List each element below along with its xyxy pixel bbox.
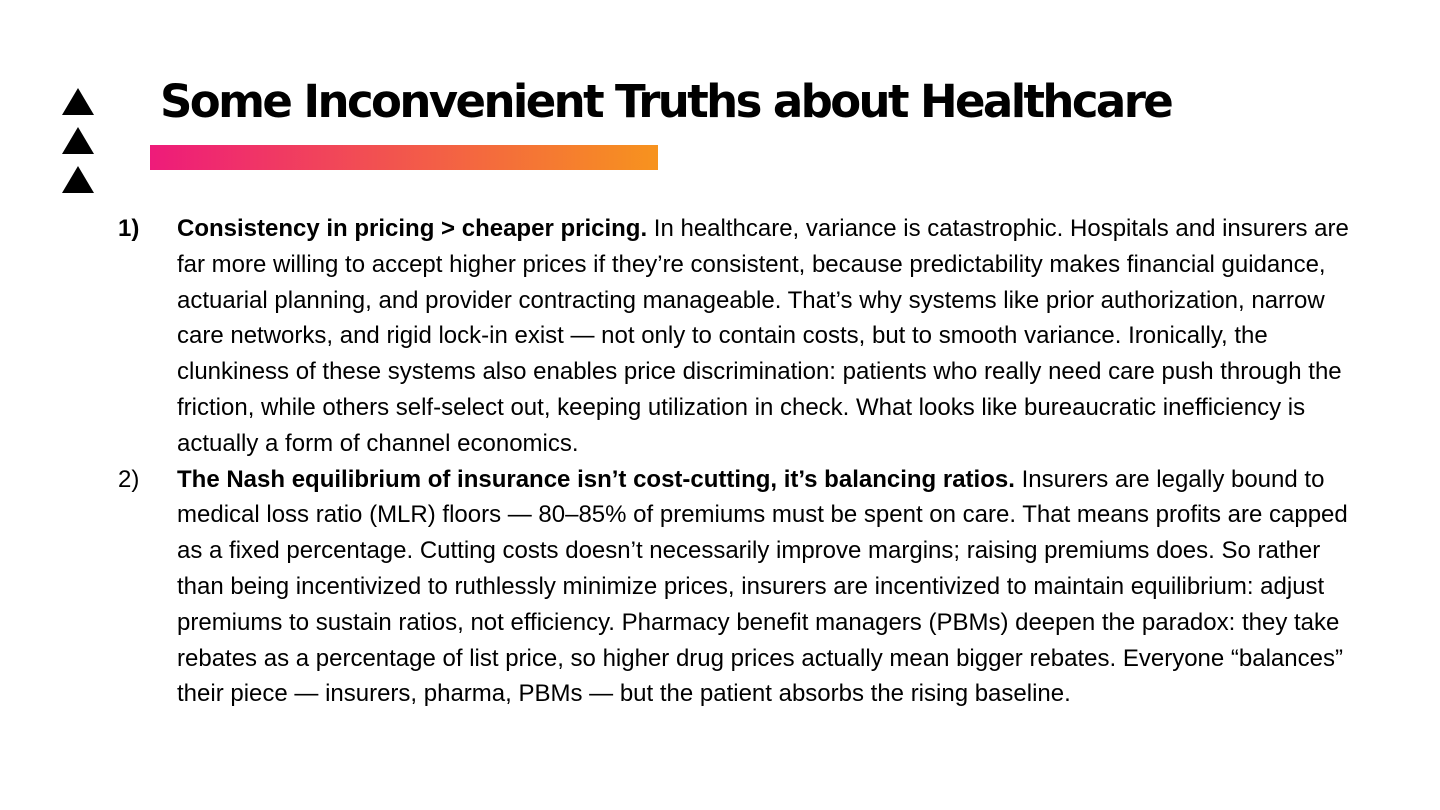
point-body: Consistency in pricing > cheaper pricing…	[177, 211, 1358, 462]
points-list: 1) Consistency in pricing > cheaper pric…	[118, 211, 1358, 712]
list-item: 2) The Nash equilibrium of insurance isn…	[118, 462, 1358, 713]
triangle-stack-decoration	[62, 88, 96, 205]
title-accent-bar	[150, 145, 658, 170]
point-number: 2)	[118, 465, 140, 493]
triangle-up-icon	[62, 88, 94, 115]
slide-title: Some Inconvenient Truths about Healthcar…	[160, 75, 1174, 128]
triangle-up-icon	[62, 127, 94, 154]
point-number: 1)	[118, 215, 140, 242]
point-lead: Consistency in pricing > cheaper pricing…	[177, 215, 648, 242]
triangle-up-icon	[62, 166, 94, 193]
point-body: The Nash equilibrium of insurance isn’t …	[177, 462, 1358, 713]
list-item: 1) Consistency in pricing > cheaper pric…	[118, 211, 1358, 462]
point-text: Insurers are legally bound to medical lo…	[177, 465, 1348, 708]
point-text: In healthcare, variance is catastrophic.…	[177, 215, 1349, 457]
point-lead: The Nash equilibrium of insurance isn’t …	[177, 465, 1015, 493]
